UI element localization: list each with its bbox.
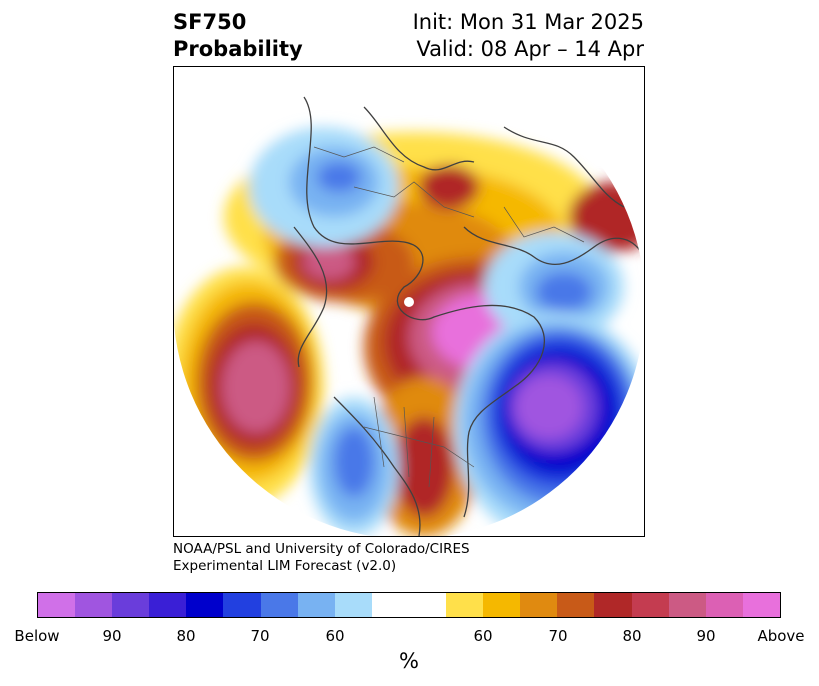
- colorbar-tick-label: 90: [102, 627, 122, 645]
- colorbar-segment: [668, 593, 706, 617]
- colorbar-tick-label: 60: [325, 627, 345, 645]
- credit-line-1: NOAA/PSL and University of Colorado/CIRE…: [173, 541, 470, 557]
- colorbar-tick-label: 70: [250, 627, 270, 645]
- init-date: Init: Mon 31 Mar 2025: [412, 10, 644, 34]
- colorbar-segment: [149, 593, 187, 617]
- map-canvas: [174, 67, 644, 536]
- colorbar-segment: [705, 593, 743, 617]
- colorbar-segment: [75, 593, 113, 617]
- colorbar-segment: [594, 593, 632, 617]
- colorbar-tick-label: Below: [14, 627, 60, 645]
- colorbar-segment: [38, 593, 76, 617]
- colorbar-tick-label: Above: [757, 627, 805, 645]
- colorbar-segment: [483, 593, 521, 617]
- colorbar: [37, 592, 781, 618]
- colorbar-tick-label: 90: [696, 627, 716, 645]
- colorbar-segment: [408, 593, 447, 617]
- colorbar-tick-label: 60: [473, 627, 493, 645]
- colorbar-segment: [297, 593, 335, 617]
- colorbar-segment: [557, 593, 595, 617]
- colorbar-segment: [631, 593, 669, 617]
- coastlines: [293, 96, 644, 536]
- colorbar-segment: [260, 593, 298, 617]
- title-right: Init: Mon 31 Mar 2025 Valid: 08 Apr – 14…: [413, 9, 644, 63]
- forecast-map: [173, 66, 645, 537]
- title-left: SF750 Probability: [173, 9, 303, 63]
- colorbar-segment: [186, 593, 224, 617]
- colorbar-segment: [223, 593, 261, 617]
- credit-line-2: Experimental LIM Forecast (v2.0): [173, 558, 397, 574]
- colorbar-segment: [520, 593, 558, 617]
- colorbar-segment: [446, 593, 484, 617]
- product-title: Probability: [173, 37, 303, 61]
- credit: NOAA/PSL and University of Colorado/CIRE…: [173, 541, 470, 575]
- colorbar-segment: [334, 593, 372, 617]
- variable-title: SF750: [173, 10, 247, 34]
- colorbar-segment: [742, 593, 780, 617]
- colorbar-segment: [112, 593, 150, 617]
- north-pole-marker: [404, 297, 414, 307]
- probability-field: [174, 67, 644, 536]
- colorbar-unit: %: [399, 649, 419, 673]
- colorbar-tick-label: 80: [176, 627, 196, 645]
- colorbar-segment: [371, 593, 409, 617]
- valid-range: Valid: 08 Apr – 14 Apr: [416, 37, 644, 61]
- political-borders: [313, 146, 585, 488]
- colorbar-tick-label: 80: [622, 627, 642, 645]
- colorbar-tick-label: 70: [548, 627, 568, 645]
